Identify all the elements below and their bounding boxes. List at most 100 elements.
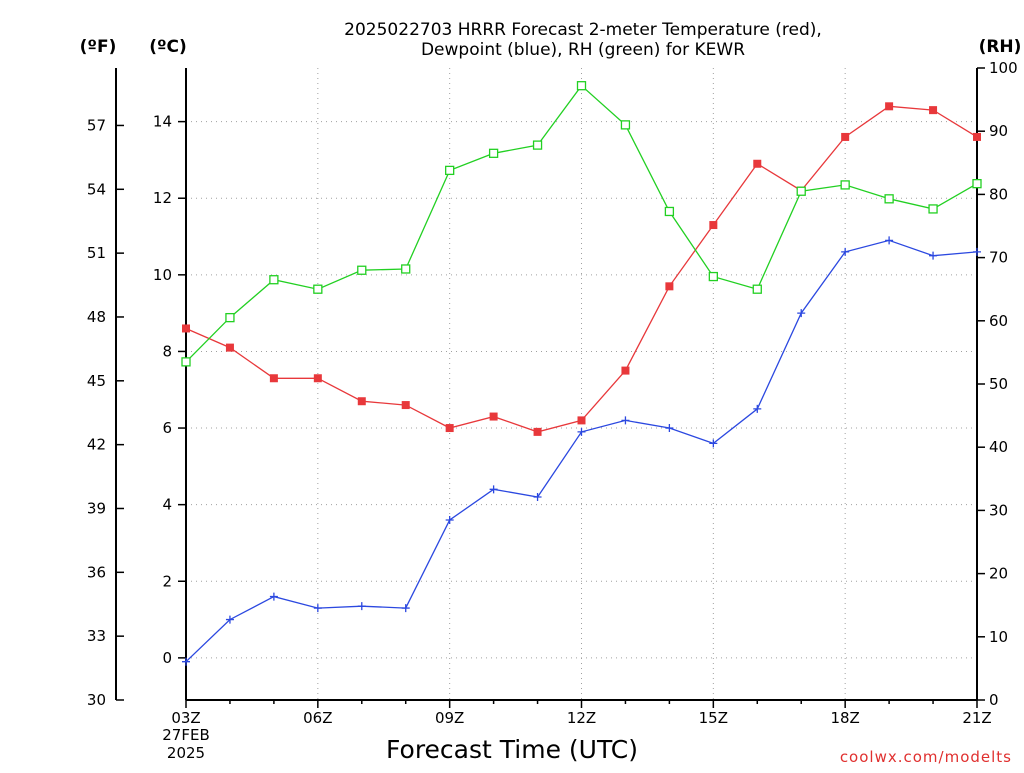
fahrenheit-tick-label: 45 — [87, 372, 106, 390]
fahrenheit-tick-label: 54 — [87, 180, 106, 198]
dewpoint-point — [973, 247, 981, 256]
temperature-point — [533, 427, 542, 436]
temperature-point — [621, 366, 630, 375]
temperature-point — [401, 401, 410, 410]
date-label-line1: 27FEB — [162, 726, 209, 744]
temperature-point — [885, 102, 894, 111]
rh-point — [576, 81, 587, 91]
x-tick-label: 18Z — [830, 709, 859, 727]
dewpoint-point — [665, 424, 674, 433]
dewpoint-point — [445, 515, 454, 524]
rh-point — [401, 264, 411, 274]
x-tick-label: 09Z — [435, 709, 464, 727]
temperature-point — [973, 132, 981, 141]
rh-tick-label: 10 — [989, 628, 1008, 646]
rh-tick-label: 80 — [989, 185, 1008, 203]
rh-point — [225, 312, 235, 323]
rh-tick-label: 90 — [989, 122, 1008, 140]
dewpoint-point — [885, 236, 894, 245]
rh-tick-label: 100 — [989, 59, 1018, 77]
rh-tick-label: 0 — [989, 691, 999, 709]
fahrenheit-tick-label: 33 — [87, 627, 106, 645]
temperature-point — [269, 374, 278, 383]
dewpoint-point — [489, 485, 498, 494]
rh-point — [269, 275, 279, 285]
celsius-tick-label: 14 — [153, 113, 172, 131]
temperature-point — [709, 221, 718, 230]
fahrenheit-tick-label: 48 — [87, 308, 106, 326]
temperature-point — [753, 159, 762, 168]
dewpoint-point — [621, 416, 630, 425]
rh-point — [357, 265, 367, 275]
celsius-tick-label: 2 — [162, 572, 172, 590]
temperature-point — [665, 282, 674, 291]
temperature-point — [445, 424, 454, 433]
rh-point — [708, 271, 718, 282]
chart-title-line1: 2025022703 HRRR Forecast 2-meter Tempera… — [344, 20, 822, 40]
dewpoint-point — [577, 427, 586, 436]
rh-tick-label: 30 — [989, 501, 1008, 519]
axes: 0 2 4 6 8 10 12 14 30 33 36 39 42 45 48 51 54 57 0 10 20 30 40… — [87, 59, 1018, 727]
rh-point — [181, 357, 191, 367]
celsius-unit-label: (ºC) — [149, 37, 187, 57]
fahrenheit-tick-label: 51 — [87, 244, 106, 262]
temperature-point — [489, 412, 498, 421]
temperature-point — [929, 106, 938, 115]
rh-tick-label: 50 — [989, 375, 1008, 393]
fahrenheit-tick-label: 42 — [87, 436, 106, 454]
celsius-tick-label: 12 — [153, 189, 172, 207]
temperature-point — [841, 132, 850, 141]
dewpoint-point — [841, 247, 850, 256]
dewpoint-point — [313, 604, 322, 613]
x-tick-label: 21Z — [962, 709, 991, 727]
dewpoint-point — [182, 657, 190, 666]
celsius-tick-label: 4 — [162, 496, 172, 514]
rh-point — [532, 140, 543, 150]
fahrenheit-tick-label: 57 — [87, 116, 106, 134]
celsius-tick-label: 0 — [162, 649, 172, 667]
dewpoint-point — [753, 404, 762, 413]
temperature-point — [182, 324, 190, 333]
dewpoint-point — [357, 602, 366, 611]
temperature-point — [577, 416, 586, 425]
series — [181, 81, 982, 666]
dewpoint-point — [225, 615, 234, 624]
fahrenheit-tick-label: 30 — [87, 691, 106, 709]
rh-point — [840, 180, 850, 190]
rh-point — [620, 120, 631, 130]
temperature-point — [225, 343, 234, 352]
rh-point — [972, 179, 982, 189]
rh-point — [752, 284, 762, 294]
rh-tick-label: 40 — [989, 438, 1008, 456]
fahrenheit-tick-label: 36 — [87, 563, 106, 581]
rh-point — [313, 284, 323, 294]
dewpoint-point — [401, 604, 410, 613]
rh-point — [796, 186, 806, 196]
rh-tick-label: 60 — [989, 312, 1008, 330]
x-tick-label: 15Z — [699, 709, 728, 727]
rh-point — [445, 165, 455, 176]
dewpoint-point — [797, 309, 806, 318]
x-tick-label: 03Z — [171, 709, 200, 727]
credit-label: coolwx.com/modelts — [840, 748, 1012, 766]
date-label-line2: 2025 — [167, 744, 205, 762]
celsius-tick-label: 10 — [153, 266, 172, 284]
x-axis-title: Forecast Time (UTC) — [386, 735, 638, 764]
rh-tick-label: 70 — [989, 249, 1008, 267]
celsius-tick-label: 8 — [162, 342, 172, 360]
x-tick-label: 06Z — [303, 709, 332, 727]
dewpoint-point — [709, 439, 718, 448]
x-tick-label: 12Z — [567, 709, 596, 727]
dewpoint-point — [929, 251, 938, 260]
rh-point — [884, 194, 894, 204]
dewpoint-point — [269, 592, 278, 601]
temperature-point — [357, 397, 366, 406]
rh-point — [664, 206, 675, 217]
fahrenheit-unit-label: (ºF) — [80, 37, 117, 57]
temperature-point — [313, 374, 322, 383]
celsius-tick-label: 6 — [162, 419, 172, 437]
rh-point — [928, 204, 938, 214]
rh-point — [488, 148, 499, 158]
